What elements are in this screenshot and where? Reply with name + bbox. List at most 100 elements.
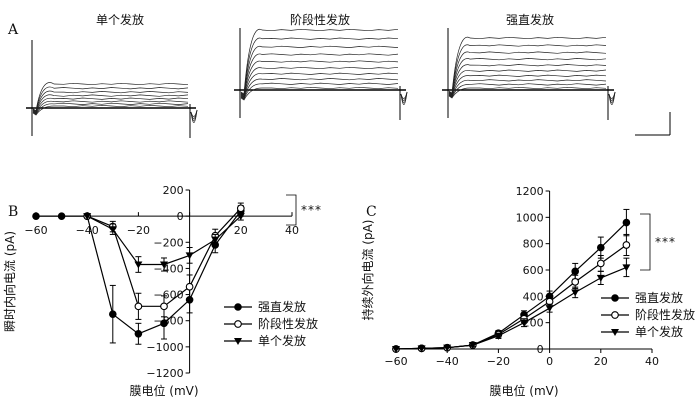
current-trace [32, 97, 189, 114]
legend-marker [234, 303, 242, 311]
data-point [571, 267, 580, 276]
legend-entry-1: 强直发放 [258, 299, 306, 314]
y-tick-label: 1000 [516, 211, 544, 224]
panel-a-title-2: 阶段性发放 [290, 12, 350, 27]
legend-entry-1: 强直发放 [635, 290, 683, 305]
data-point [83, 213, 92, 221]
tail-current [400, 91, 408, 105]
panel-b-letter: B [8, 204, 18, 220]
data-point [185, 282, 194, 291]
legend-entry-3: 单个发放 [635, 324, 683, 339]
tail-current [190, 109, 198, 123]
data-point [160, 302, 168, 311]
legend-marker [234, 338, 242, 345]
current-trace [32, 102, 189, 115]
current-trace [32, 94, 189, 114]
y-tick-label: −400 [153, 262, 183, 275]
y-tick-label: 800 [523, 238, 544, 251]
x-tick-label: −60 [24, 224, 47, 237]
significance-label: *** [301, 203, 322, 217]
legend-marker [234, 320, 242, 328]
data-point [57, 212, 66, 220]
panel-a-letter: A [7, 22, 19, 38]
current-trace [32, 100, 189, 115]
series-line-3 [395, 266, 627, 350]
significance-bracket [286, 194, 297, 226]
data-point [236, 204, 245, 213]
current-trace [240, 82, 399, 100]
current-trace [448, 51, 607, 95]
data-point [596, 274, 605, 282]
data-point [108, 226, 117, 234]
current-trace [32, 82, 189, 112]
data-point [109, 310, 117, 318]
legend-marker [611, 329, 619, 336]
current-trace [448, 58, 607, 96]
y-tick-label: −1200 [146, 367, 183, 380]
data-point [520, 319, 528, 327]
data-point [571, 278, 580, 286]
x-tick-label: −40 [436, 355, 459, 368]
panel-b-iv-plot: 2000−200−400−600−800−1000−1200−60−40−202… [2, 184, 322, 398]
y-tick-label: 400 [523, 290, 544, 303]
panel-a-traces: 单个发放 阶段性发放 强直发放 [26, 12, 616, 138]
data-point [392, 346, 400, 353]
data-point [134, 261, 143, 269]
current-trace [240, 78, 399, 100]
data-point [160, 261, 168, 269]
x-tick-label: 40 [645, 355, 659, 368]
series-line-2 [395, 244, 627, 350]
x-tick-label: −20 [127, 224, 150, 237]
data-point [622, 241, 631, 249]
current-trace [448, 74, 607, 97]
y-tick-label: −200 [153, 236, 183, 249]
current-trace [240, 53, 399, 97]
current-trace [240, 37, 399, 96]
current-trace [240, 66, 399, 98]
x-tick-label: −20 [487, 355, 510, 368]
data-point [545, 305, 554, 313]
current-trace [240, 86, 399, 101]
current-trace [448, 86, 607, 99]
data-point [468, 342, 477, 350]
data-point [597, 243, 605, 252]
x-tick-label: 20 [234, 224, 248, 237]
data-point [622, 264, 631, 272]
current-trace [32, 104, 189, 116]
data-point [622, 218, 631, 227]
current-trace [448, 36, 607, 94]
y-tick-label: 600 [523, 264, 544, 277]
data-point [160, 319, 168, 328]
y-axis-label: 持续外向电流 (pA) [360, 219, 375, 320]
current-trace [32, 90, 189, 113]
y-axis-label: 瞬时内向电流 (pA) [2, 231, 17, 332]
panel-a-title-1: 单个发放 [96, 12, 144, 27]
data-point [32, 212, 40, 220]
panel-a-title-3: 强直发放 [506, 12, 554, 27]
data-point [417, 345, 426, 353]
current-trace [240, 72, 399, 99]
current-trace [448, 69, 607, 97]
x-axis-label: 膜电位 (mV) [489, 383, 558, 398]
data-point [134, 302, 143, 311]
y-tick-label: 200 [163, 184, 184, 197]
x-tick-label: −40 [76, 224, 99, 237]
x-tick-label: 0 [546, 355, 553, 368]
y-tick-label: 1200 [516, 185, 544, 198]
data-point [185, 252, 194, 260]
current-trace [240, 45, 399, 96]
y-tick-label: −600 [153, 289, 183, 302]
significance-label: *** [655, 235, 676, 249]
data-point [134, 329, 143, 338]
data-point [443, 344, 452, 352]
significance-bracket [640, 213, 651, 271]
legend-marker [611, 311, 619, 319]
legend-entry-2: 阶段性发放 [258, 316, 318, 331]
legend-entry-3: 单个发放 [258, 333, 306, 348]
current-trace [448, 83, 607, 98]
data-point [236, 213, 245, 221]
data-point [494, 332, 503, 340]
legend-entry-2: 阶段性发放 [635, 307, 695, 322]
